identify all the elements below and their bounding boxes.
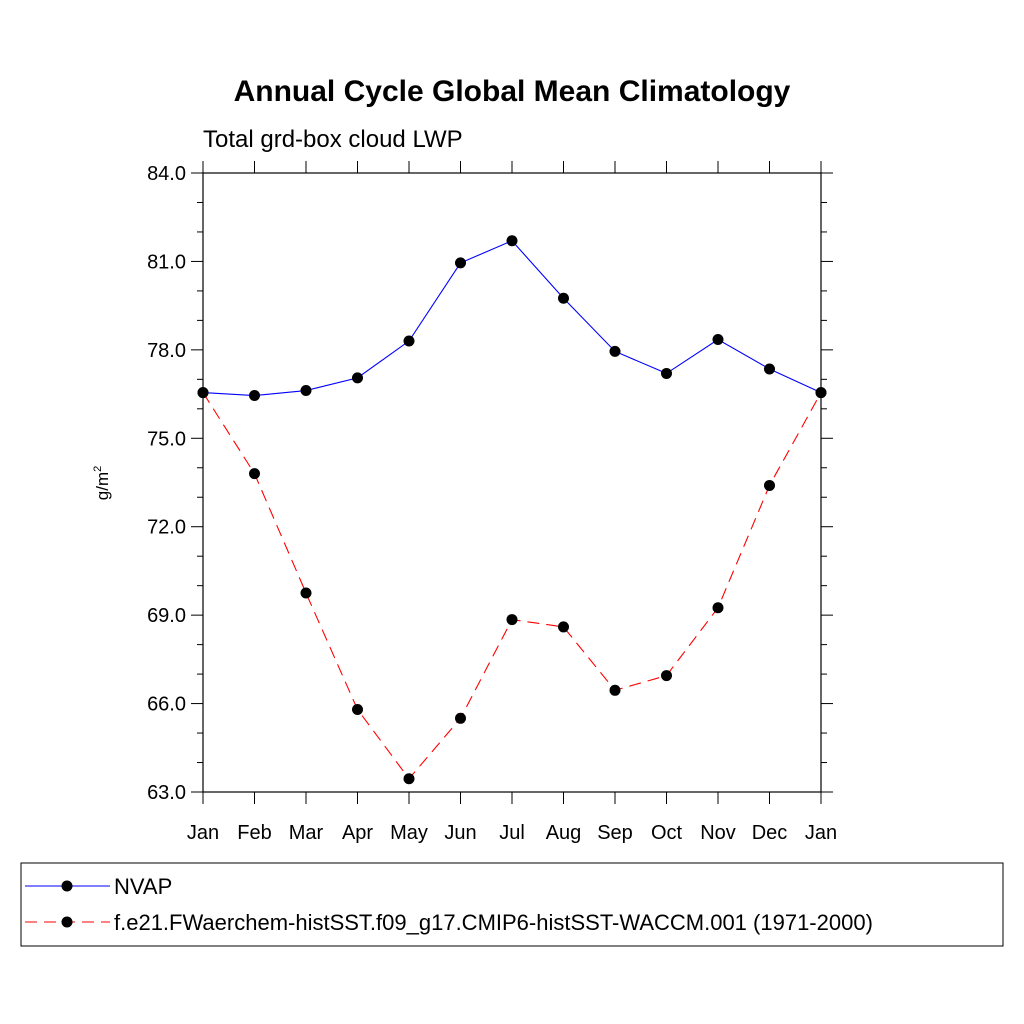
x-tick-label: Apr — [342, 822, 373, 844]
x-tick-label: Dec — [752, 822, 788, 844]
x-tick-label: Jul — [499, 822, 525, 844]
x-tick-label: Aug — [546, 822, 582, 844]
series-1-point — [764, 363, 775, 375]
y-tick-label: 69.0 — [147, 605, 186, 627]
y-tick-label: 78.0 — [147, 340, 186, 362]
series-1-point — [506, 235, 518, 247]
chart-title: Annual Cycle Global Mean Climatology — [234, 75, 791, 108]
y-tick-label: 63.0 — [147, 782, 186, 804]
x-tick-label: Jan — [187, 822, 219, 844]
x-axis: Jan Feb Mar Apr May Jun Jul Aug Sep Oct Nov Dec Jan — [187, 161, 837, 844]
series-1-point — [712, 334, 724, 346]
series-layer — [197, 235, 827, 785]
x-tick-label: Feb — [237, 822, 271, 844]
series-2-point — [403, 773, 415, 785]
y-axis: 63.0 66.0 69.0 72.0 75.0 78.0 81.0 84.0 — [147, 163, 833, 804]
series-2-point — [815, 387, 827, 399]
series-1-point — [609, 345, 621, 357]
y-axis-label-text: g/m — [93, 472, 112, 500]
series-1-point — [661, 367, 672, 379]
y-axis-label-superscript: 2 — [92, 466, 104, 472]
y-tick-label: 72.0 — [147, 517, 186, 539]
series-2-point — [712, 602, 724, 614]
y-axis-label: g/m2 — [92, 466, 112, 500]
y-tick-label: 84.0 — [147, 163, 186, 185]
series-2-point — [506, 614, 518, 626]
series-line-2 — [202, 392, 822, 780]
y-tick-label: 81.0 — [147, 251, 186, 273]
y-tick-label: 66.0 — [147, 694, 186, 716]
series-2-point — [249, 468, 260, 480]
series-1-point — [352, 372, 363, 384]
series-2-point — [197, 387, 209, 399]
series-line-1 — [202, 240, 822, 397]
series-1-point — [249, 390, 260, 402]
chart-subtitle: Total grd-box cloud LWP — [203, 126, 463, 153]
series-1-point — [558, 292, 569, 304]
x-tick-label: Nov — [700, 822, 736, 844]
x-tick-label: Mar — [289, 822, 324, 844]
series-2-point — [764, 479, 775, 491]
svg-text:g/m2: g/m2 — [92, 466, 112, 500]
series-2-point — [609, 684, 621, 696]
x-tick-label: May — [390, 822, 428, 844]
series-2-point — [661, 670, 672, 682]
legend-marker-2 — [61, 916, 73, 928]
series-2-point — [455, 712, 466, 724]
plot-frame — [202, 172, 822, 793]
legend-box — [20, 862, 1004, 947]
x-tick-label: Oct — [651, 822, 683, 844]
legend: NVAP f.e21.FWaerchem-histSST.f09_g17.CMIP… — [25, 874, 873, 935]
series-2-point — [352, 703, 363, 715]
y-tick-label: 75.0 — [147, 428, 186, 450]
x-tick-label: Jan — [805, 822, 837, 844]
legend-marker-1 — [61, 880, 73, 892]
legend-label-2: f.e21.FWaerchem-histSST.f09_g17.CMIP6-hi… — [114, 910, 873, 935]
series-1-point — [403, 335, 415, 347]
series-1-point — [455, 257, 466, 269]
x-tick-label: Sep — [597, 822, 633, 844]
series-2-point — [558, 621, 569, 633]
series-1-point — [300, 385, 312, 397]
series-2-point — [300, 587, 312, 599]
legend-label-1: NVAP — [114, 874, 172, 899]
x-tick-label: Jun — [444, 822, 476, 844]
